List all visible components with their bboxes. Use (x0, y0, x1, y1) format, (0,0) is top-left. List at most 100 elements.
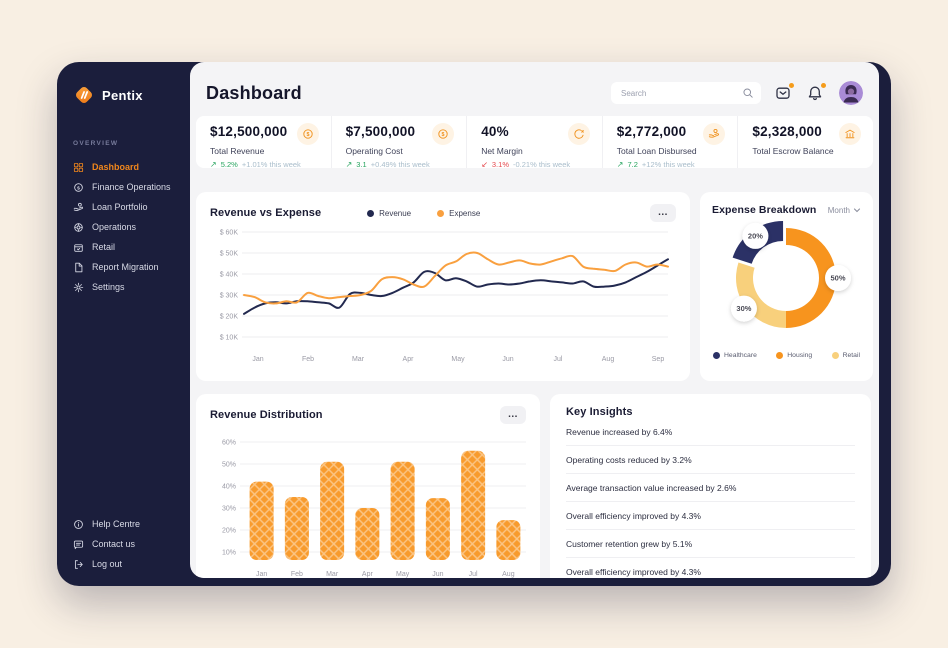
kpi-label: Operating Cost (345, 146, 403, 156)
svg-text:Jul: Jul (554, 356, 563, 363)
sidebar-item-label: Loan Portfolio (92, 202, 148, 212)
sidebar-item-log-out[interactable]: Log out (73, 554, 140, 574)
kpi-value: $7,500,000 (345, 124, 416, 139)
kpi-total-loan-disbursed: $2,772,000 Total Loan Disbursed ↗ 7.2 +12% t… (601, 116, 738, 169)
legend-label: Housing (787, 352, 813, 359)
user-avatar[interactable] (839, 81, 863, 105)
trend-arrow-icon: ↗ (616, 160, 624, 169)
legend-dot (831, 352, 839, 359)
sidebar-item-retail[interactable]: Retail (73, 237, 190, 257)
sidebar-footer: Help Centre Contact us Log out (73, 514, 140, 574)
trend-arrow-icon: ↙ (481, 160, 488, 169)
svg-text:$ 50K: $ 50K (220, 251, 239, 258)
sidebar-item-report-migration[interactable]: Report Migration (73, 257, 190, 277)
message-icon (775, 85, 793, 101)
notifications-button[interactable] (807, 83, 826, 102)
svg-text:$ 20K: $ 20K (220, 314, 239, 321)
notification-dot (789, 83, 794, 88)
coin-dollar-icon: $ (296, 123, 319, 145)
insight-item: Revenue increased by 6.4% (566, 418, 855, 446)
sidebar-item-dashboard[interactable]: Dashboard (73, 157, 190, 177)
svg-text:Aug: Aug (602, 356, 615, 363)
sidebar-item-label: Contact us (92, 539, 136, 549)
kpi-value: $2,772,000 (616, 124, 687, 139)
kpi-value: $2,328,000 (752, 124, 822, 139)
expense-breakdown-donut-chart: 50% 30% 20% (730, 220, 851, 328)
trend-percent: 3.1% (491, 160, 509, 169)
sidebar-item-label: Report Migration (92, 262, 159, 272)
sidebar-item-loan-portfolio[interactable]: Loan Portfolio (73, 197, 190, 217)
svg-text:40%: 40% (222, 484, 236, 491)
revenue-vs-expense-card: Revenue vs Expense Revenue Expense ... $ … (196, 192, 690, 381)
kpi-total-revenue: $12,500,000 $ Total Revenue ↗ 5.2% +1.01% thi… (196, 116, 331, 169)
svg-text:$ 60K: $ 60K (220, 230, 239, 237)
trend-percent: 3.1 (356, 160, 367, 169)
key-insights-card: Key Insights Revenue increased by 6.4% Op… (550, 394, 871, 578)
search-box[interactable] (611, 82, 761, 104)
svg-text:Jun: Jun (502, 356, 513, 363)
sidebar-item-label: Log out (92, 559, 123, 569)
svg-text:$: $ (442, 132, 445, 138)
legend-dot (776, 352, 784, 359)
operations-icon (73, 222, 84, 233)
sidebar-item-settings[interactable]: Settings (73, 277, 190, 297)
sidebar-item-label: Dashboard (92, 162, 140, 172)
legend-label: Retail (842, 352, 860, 359)
line-chart-title: Revenue vs Expense (210, 207, 322, 219)
kpi-total-escrow-balance: $2,328,000 Total Escrow Balance (737, 116, 873, 168)
sidebar-item-label: Retail (92, 242, 116, 252)
svg-text:$ 30K: $ 30K (220, 293, 239, 300)
svg-text:Jun: Jun (432, 571, 443, 578)
svg-text:Sep: Sep (652, 356, 665, 363)
svg-text:Mar: Mar (326, 571, 339, 578)
svg-text:30%: 30% (222, 506, 236, 513)
insight-item: Operating costs reduced by 3.2% (566, 446, 855, 474)
kpi-trend: ↙ 3.1% -0.21% this week (481, 160, 590, 169)
sidebar-item-label: Operations (92, 222, 137, 232)
search-input[interactable] (611, 82, 761, 104)
dollar-circle-icon: $ (73, 182, 84, 193)
kpi-label: Total Loan Disbursed (616, 146, 697, 156)
legend-item-revenue: Revenue (367, 209, 411, 218)
brand-logo: Pentix (73, 84, 190, 106)
insight-item: Overall efficiency improved by 4.3% (566, 567, 701, 577)
coin-dollar-icon: $ (432, 123, 455, 145)
svg-text:Feb: Feb (302, 356, 314, 363)
kpi-value: $12,500,000 (210, 124, 288, 139)
app-window: Pentix OVERVIEW Dashboard $ Finance Operat… (57, 62, 891, 586)
trend-arrow-icon: ↗ (210, 160, 217, 169)
sidebar-item-help-centre[interactable]: Help Centre (73, 514, 140, 534)
svg-text:$: $ (77, 185, 80, 191)
insights-list: Revenue increased by 6.4% Operating costs… (566, 418, 855, 578)
sidebar-item-finance-operations[interactable]: $ Finance Operations (73, 177, 190, 197)
sidebar-item-operations[interactable]: Operations (73, 217, 190, 237)
sidebar-item-contact-us[interactable]: Contact us (73, 534, 140, 554)
bar-chart-more-button[interactable]: ... (500, 406, 526, 424)
trend-delta: +0.49% this week (370, 160, 430, 169)
line-chart-legend: Revenue Expense (367, 209, 480, 218)
legend-label: Expense (449, 208, 481, 218)
legend-dot (713, 352, 720, 359)
svg-text:50%: 50% (222, 462, 236, 469)
svg-text:10%: 10% (222, 550, 236, 557)
month-dropdown[interactable]: Month (828, 206, 861, 215)
kpi-operating-cost: $7,500,000 $ Operating Cost ↗ 3.1 +0.49% this… (330, 116, 467, 169)
svg-text:$ 10K: $ 10K (220, 335, 239, 342)
main-content: Dashboard (190, 62, 879, 578)
kpi-strip: $12,500,000 $ Total Revenue ↗ 5.2% +1.01% thi… (196, 116, 873, 169)
line-chart-more-button[interactable]: ... (650, 204, 676, 222)
month-dropdown-value: Month (827, 205, 850, 215)
svg-text:20%: 20% (748, 232, 763, 241)
report-doc-icon (73, 262, 84, 273)
sidebar-item-label: Settings (92, 282, 125, 292)
svg-text:May: May (451, 356, 465, 363)
revenue-expense-line-chart: $ 60K $ 50K $ 40K $ 30K $ 20K $ 10K Jan Feb Mar A… (220, 230, 669, 363)
sidebar-item-label: Help Centre (92, 519, 141, 529)
svg-text:Aug: Aug (502, 571, 515, 578)
messages-button[interactable] (775, 83, 794, 102)
insight-item: Overall efficiency improved by 4.3% (566, 502, 855, 530)
insight-item: Customer retention grew by 5.1% (566, 530, 855, 558)
svg-text:Jan: Jan (256, 571, 267, 578)
page-title: Dashboard (206, 82, 302, 103)
kpi-label: Total Escrow Balance (752, 146, 834, 156)
